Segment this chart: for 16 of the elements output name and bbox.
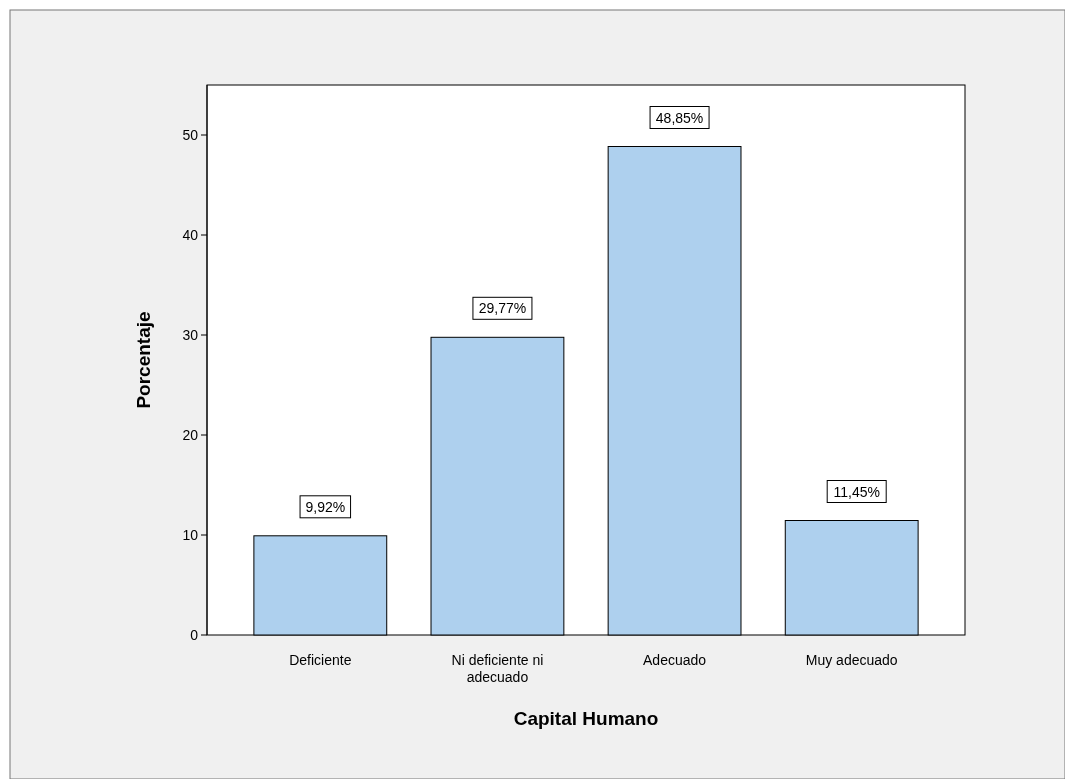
- y-tick-label: 20: [182, 427, 199, 443]
- y-tick-label: 0: [190, 627, 199, 643]
- y-axis-title: Porcentaje: [133, 311, 154, 409]
- y-tick-label: 50: [182, 127, 199, 143]
- y-tick-label: 40: [182, 227, 199, 243]
- x-tick-label: Ni deficiente ni adecuado: [451, 652, 544, 685]
- data-label: 9,92%: [305, 498, 346, 515]
- x-tick-label: Adecuado: [643, 652, 707, 668]
- y-tick-label: 10: [182, 527, 199, 543]
- data-label: 11,45%: [833, 483, 880, 500]
- x-tick-label: Muy adecuado: [805, 652, 898, 668]
- data-label: 29,77%: [478, 300, 527, 317]
- x-axis-title: Capital Humano: [513, 708, 659, 729]
- data-label: 48,85%: [655, 109, 704, 126]
- x-tick-label: Deficiente: [289, 652, 352, 668]
- y-tick-label: 30: [182, 327, 199, 343]
